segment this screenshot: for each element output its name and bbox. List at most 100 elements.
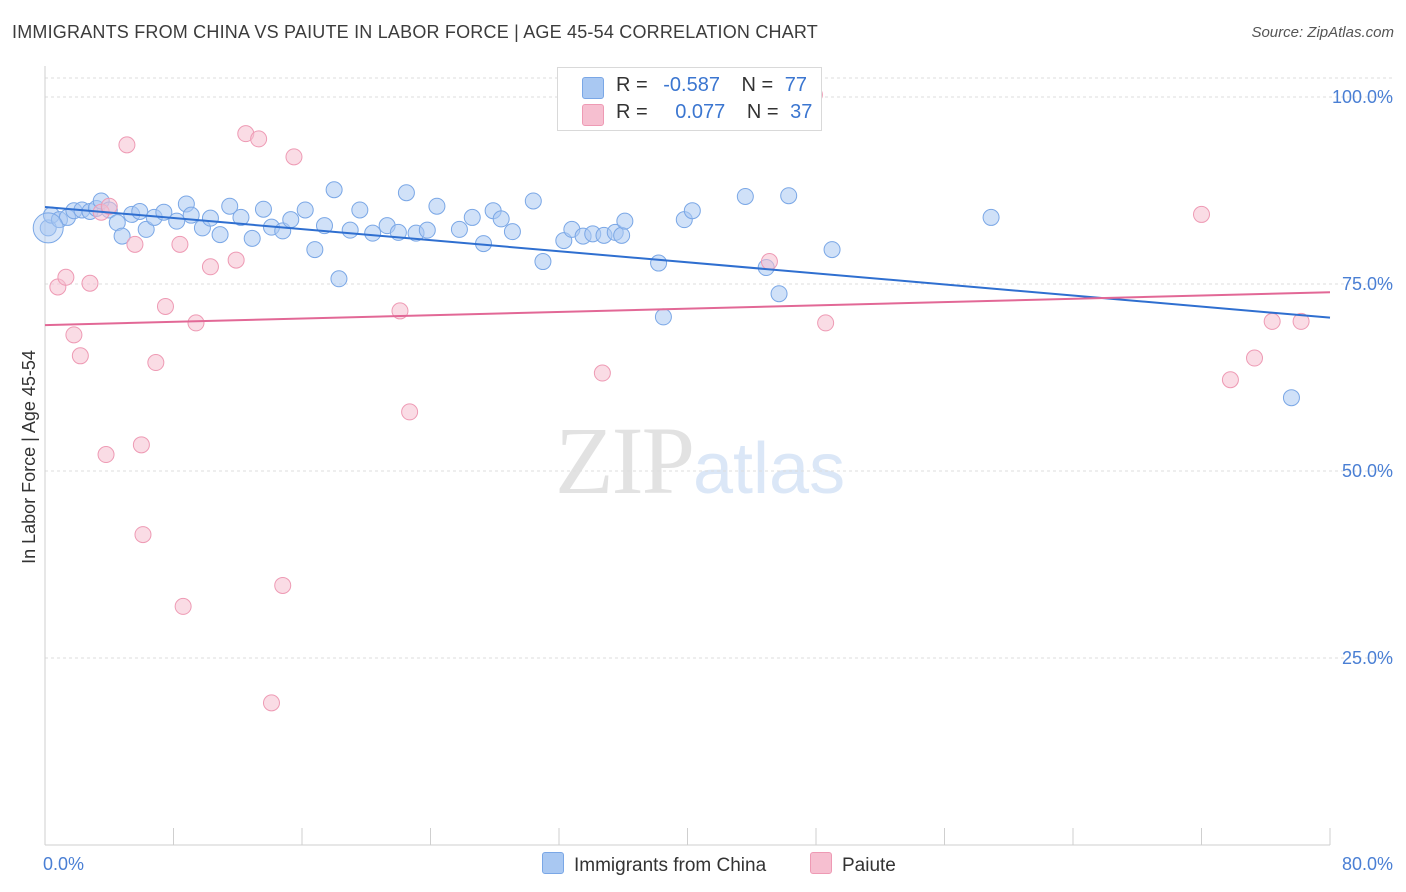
legend-r-value: -0.587: [663, 74, 720, 96]
legend-n-value: 77: [784, 74, 808, 96]
point-paiute: [274, 576, 292, 594]
point-china: [823, 241, 841, 259]
legend-swatch-paiute: [582, 104, 604, 126]
point-china: [428, 197, 446, 215]
point-paiute: [71, 347, 89, 365]
correlation-legend: R = -0.587 N = 77 R = 0.077 N = 37: [557, 67, 822, 131]
point-china: [168, 212, 186, 230]
y-tick-labels: 25.0% 50.0% 75.0% 100.0%: [1332, 87, 1393, 668]
y-tick-label: 25.0%: [1342, 648, 1393, 668]
point-paiute: [132, 436, 150, 454]
watermark-zip: ZIP: [555, 407, 695, 514]
point-china: [683, 202, 701, 220]
point-china: [982, 208, 1000, 226]
point-china: [232, 208, 250, 226]
point-paiute: [1263, 312, 1281, 330]
point-china: [364, 224, 382, 242]
point-china: [654, 308, 672, 326]
point-paiute: [1193, 205, 1210, 223]
point-paiute: [174, 597, 192, 615]
point-paiute: [134, 526, 152, 544]
data-points: [32, 86, 1310, 712]
trend-line-china: [44, 205, 1331, 319]
point-china: [770, 285, 788, 303]
point-paiute: [81, 274, 99, 292]
point-china: [243, 229, 261, 247]
point-china: [503, 223, 521, 241]
point-china: [330, 270, 348, 288]
point-china: [418, 221, 436, 239]
point-china: [650, 254, 668, 272]
point-china: [32, 212, 64, 244]
legend-r-label: R =: [616, 101, 648, 123]
legend-r-label: R =: [616, 74, 648, 96]
point-paiute: [1246, 349, 1264, 367]
point-china: [137, 220, 155, 238]
point-china: [341, 221, 359, 239]
axes: [44, 66, 1331, 846]
y-axis-title: In Labor Force | Age 45-54: [19, 350, 39, 564]
point-china: [397, 184, 415, 202]
point-paiute: [250, 130, 268, 148]
point-china: [221, 197, 239, 215]
bottom-legend-label-china: Immigrants from China: [574, 855, 767, 876]
zipatlas-watermark: ZIPatlas: [555, 405, 845, 516]
point-paiute: [401, 403, 419, 421]
point-china: [780, 187, 798, 205]
point-paiute: [817, 314, 835, 332]
legend-swatch-china: [582, 77, 604, 99]
point-paiute: [1221, 371, 1239, 389]
x-tick-labels: 0.0% 80.0%: [43, 854, 1393, 874]
point-china: [282, 211, 300, 229]
bottom-legend-swatch-china: [542, 852, 564, 874]
point-paiute: [227, 251, 245, 269]
point-china: [201, 209, 219, 227]
point-china: [613, 226, 631, 244]
legend-n-label: N =: [741, 74, 774, 96]
point-paiute: [97, 446, 115, 464]
bottom-legend-china: Immigrants from China: [542, 852, 766, 877]
watermark-atlas: atlas: [693, 429, 846, 509]
legend-n-label: N =: [746, 101, 779, 123]
point-china: [524, 192, 542, 210]
legend-r-value: 0.077: [675, 101, 726, 123]
bottom-legend-paiute: Paiute: [810, 852, 896, 877]
x-tick-label: 0.0%: [43, 854, 84, 874]
point-paiute: [118, 136, 136, 154]
point-paiute: [126, 235, 144, 253]
point-paiute: [156, 297, 174, 315]
point-china: [296, 201, 314, 219]
point-paiute: [65, 326, 83, 344]
point-china: [351, 201, 369, 219]
point-china: [315, 217, 333, 235]
x-tick-label: 80.0%: [1342, 854, 1393, 874]
point-paiute: [760, 253, 778, 271]
point-china: [450, 220, 468, 238]
point-china: [1282, 389, 1300, 407]
point-paiute: [100, 197, 118, 215]
point-china: [463, 208, 481, 226]
point-paiute: [391, 302, 409, 320]
trend-lines: [44, 205, 1331, 327]
point-china: [131, 202, 149, 220]
grid-lines: [45, 77, 1392, 659]
point-china: [534, 253, 552, 271]
point-paiute: [57, 268, 75, 286]
point-paiute: [1292, 312, 1310, 330]
point-paiute: [285, 148, 303, 166]
source-label: Source: ZipAtlas.com: [1251, 24, 1394, 41]
y-tick-label: 75.0%: [1342, 274, 1393, 294]
point-paiute: [593, 364, 611, 382]
point-china: [113, 227, 131, 245]
chart-title: IMMIGRANTS FROM CHINA VS PAIUTE IN LABOR…: [12, 22, 819, 42]
y-tick-label: 50.0%: [1342, 461, 1393, 481]
point-china: [211, 226, 229, 244]
bottom-legend-label-paiute: Paiute: [842, 855, 896, 876]
point-paiute: [201, 258, 219, 276]
y-tick-label: 100.0%: [1332, 87, 1393, 107]
legend-n-value: 37: [790, 101, 813, 123]
point-china: [254, 200, 272, 218]
trend-line-paiute: [44, 291, 1331, 327]
point-china: [736, 187, 754, 205]
